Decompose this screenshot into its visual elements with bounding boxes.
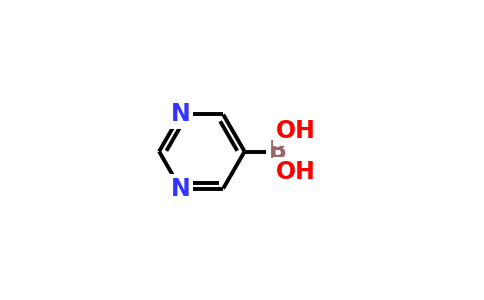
Text: B: B bbox=[269, 140, 287, 164]
Text: N: N bbox=[170, 103, 190, 127]
Text: OH: OH bbox=[275, 119, 316, 143]
Text: N: N bbox=[170, 176, 190, 200]
Text: OH: OH bbox=[275, 160, 316, 184]
